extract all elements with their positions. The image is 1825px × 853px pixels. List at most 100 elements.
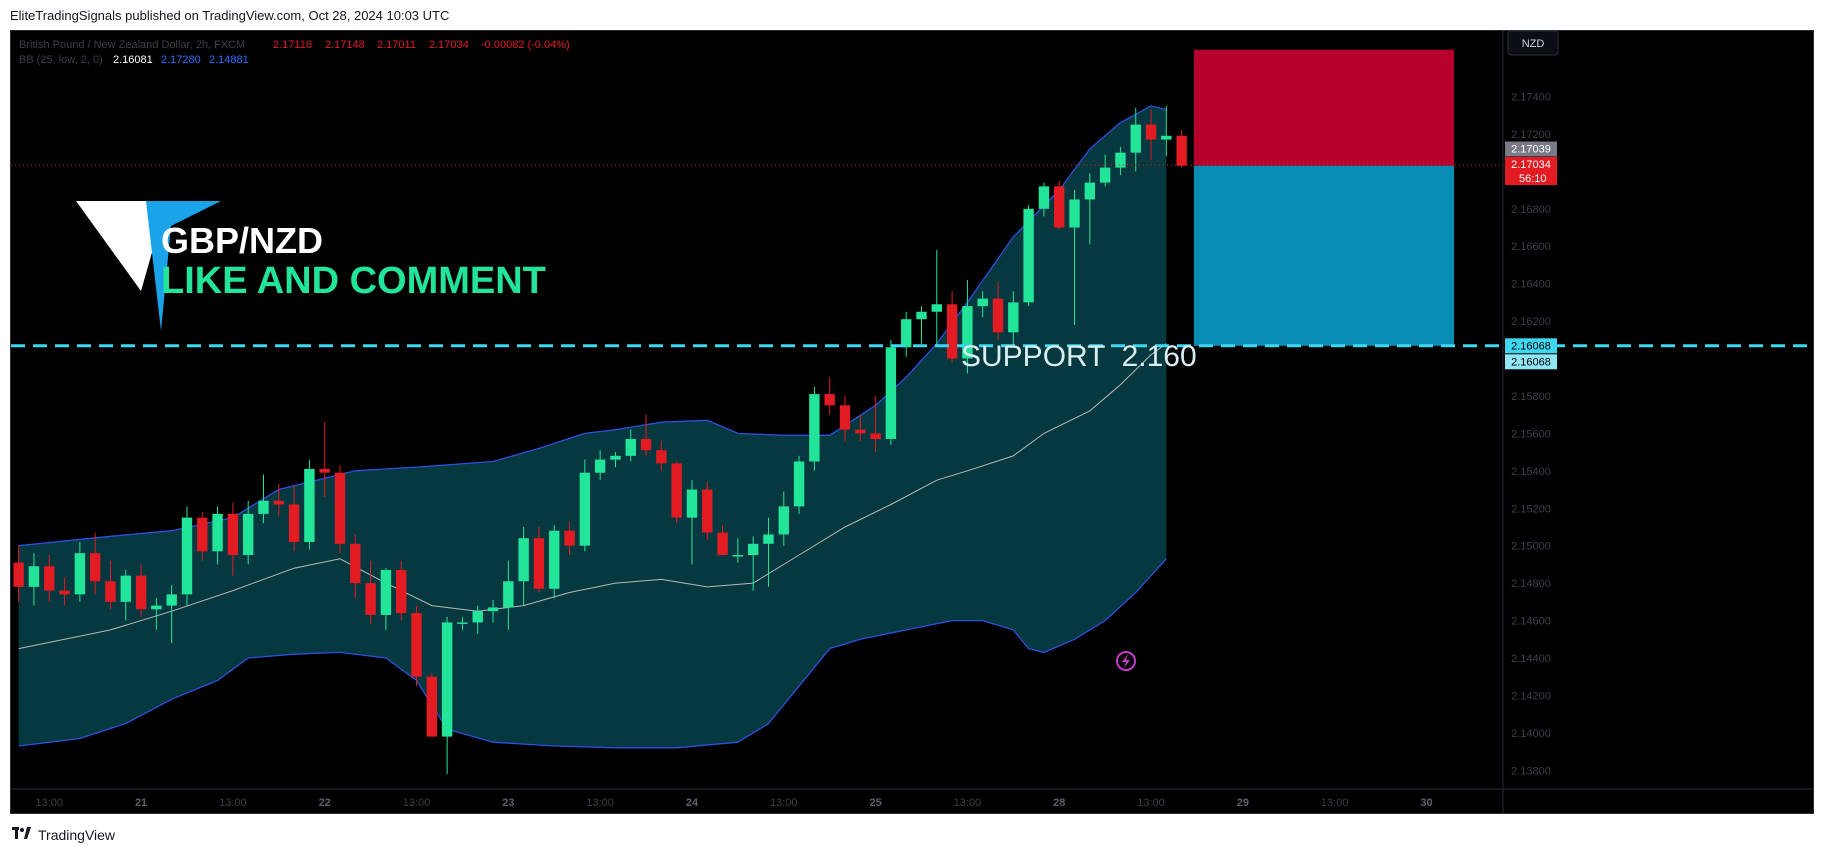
candle[interactable]	[457, 616, 468, 630]
candle[interactable]	[1130, 107, 1141, 172]
time-axis[interactable]: 13:00 21 13:00 22 13:00 23 13:00 24 13:00 25 13:00…	[35, 797, 1432, 809]
candle[interactable]	[166, 584, 177, 644]
candle[interactable]	[885, 339, 897, 445]
candle[interactable]	[1115, 147, 1126, 176]
candle[interactable]	[380, 568, 392, 630]
candle[interactable]	[1008, 291, 1019, 348]
candle[interactable]	[304, 459, 315, 550]
candle[interactable]	[1054, 180, 1065, 230]
candle[interactable]	[197, 512, 208, 561]
candle[interactable]	[472, 605, 483, 634]
candle[interactable]	[900, 311, 912, 357]
candle[interactable]	[916, 306, 927, 344]
candle[interactable]	[610, 452, 621, 468]
candle[interactable]	[640, 414, 652, 456]
candle[interactable]	[242, 500, 254, 565]
price-tick-label: 2.15400	[1511, 466, 1551, 478]
candle[interactable]	[809, 386, 820, 471]
candle-body	[89, 553, 101, 582]
candle[interactable]	[120, 570, 131, 621]
candle[interactable]	[441, 616, 453, 775]
candle[interactable]	[44, 555, 55, 602]
candle[interactable]	[992, 281, 1004, 340]
pair-title: GBP/NZD	[161, 220, 323, 261]
candle[interactable]	[89, 532, 101, 595]
candle[interactable]	[1099, 154, 1111, 187]
candle[interactable]	[74, 541, 86, 602]
candle-body	[564, 530, 575, 546]
candle[interactable]	[13, 545, 24, 602]
candle[interactable]	[411, 605, 422, 687]
candle[interactable]	[28, 553, 40, 606]
price-axis[interactable]: 2.13800 2.14000 2.14200 2.14400 2.14600 2.148…	[1511, 92, 1551, 778]
candle[interactable]	[702, 482, 713, 541]
candle[interactable]	[793, 455, 805, 514]
time-tick-label: 13:00	[954, 797, 982, 809]
candle[interactable]	[334, 465, 346, 554]
candle[interactable]	[732, 538, 744, 563]
price-tick-label: 2.17200	[1511, 129, 1551, 141]
candle[interactable]	[273, 483, 284, 516]
candle[interactable]	[319, 422, 330, 498]
candle[interactable]	[1023, 205, 1034, 307]
candle-body	[350, 543, 361, 584]
candle[interactable]	[564, 521, 575, 556]
candle[interactable]	[533, 526, 545, 593]
currency-button[interactable]: NZD	[1507, 31, 1559, 56]
candle[interactable]	[946, 291, 958, 363]
candle[interactable]	[59, 577, 70, 606]
candle-body	[594, 459, 606, 473]
candle[interactable]	[931, 249, 943, 346]
candle[interactable]	[487, 599, 499, 623]
candle[interactable]	[1084, 173, 1096, 245]
candle[interactable]	[839, 395, 851, 441]
candle[interactable]	[227, 502, 239, 576]
candle[interactable]	[1176, 130, 1187, 168]
time-tick-label: 13:00	[1321, 797, 1349, 809]
close-price-tag: 2.17034 56:10	[1505, 157, 1557, 186]
chart-container[interactable]: 2.13800 2.14000 2.14200 2.14400 2.14600 2.148…	[10, 30, 1814, 814]
candle[interactable]	[518, 526, 529, 606]
candle[interactable]	[396, 560, 407, 621]
candle[interactable]	[962, 279, 973, 374]
candle[interactable]	[671, 461, 682, 524]
candle[interactable]	[1069, 190, 1080, 325]
candle[interactable]	[717, 525, 728, 556]
candle[interactable]	[151, 598, 162, 630]
candle[interactable]	[778, 491, 789, 546]
time-tick-label: 25	[869, 797, 881, 809]
candle[interactable]	[656, 440, 667, 471]
candle[interactable]	[365, 560, 376, 625]
candle[interactable]	[855, 414, 866, 441]
short-position-tool[interactable]	[1193, 49, 1455, 346]
candles[interactable]	[13, 105, 1187, 775]
candle[interactable]	[1145, 109, 1157, 161]
candle[interactable]	[212, 506, 223, 565]
candle[interactable]	[503, 560, 514, 630]
candle[interactable]	[870, 395, 881, 453]
candle[interactable]	[625, 429, 636, 462]
candle[interactable]	[763, 517, 774, 587]
candle[interactable]	[135, 564, 147, 617]
candle[interactable]	[579, 459, 591, 552]
candle[interactable]	[549, 525, 560, 599]
candle[interactable]	[594, 450, 606, 481]
chart-legend: British Pound / New Zealand Dollar, 2h, …	[19, 39, 570, 66]
candle[interactable]	[686, 480, 698, 565]
candle[interactable]	[1038, 182, 1050, 217]
candle[interactable]	[181, 506, 193, 606]
candle[interactable]	[258, 474, 269, 524]
candle[interactable]	[977, 291, 988, 318]
candle[interactable]	[426, 672, 438, 737]
candle[interactable]	[288, 485, 300, 552]
candle[interactable]	[1161, 105, 1172, 157]
candle-body	[855, 429, 866, 434]
lightning-icon[interactable]	[1116, 651, 1136, 671]
candle[interactable]	[824, 377, 835, 415]
candle-body	[1145, 124, 1157, 140]
candle[interactable]	[747, 536, 759, 591]
candle-body	[625, 439, 636, 456]
candle[interactable]	[350, 534, 361, 599]
candlestick-chart[interactable]: 2.13800 2.14000 2.14200 2.14400 2.14600 2.148…	[11, 31, 1813, 813]
candle[interactable]	[105, 560, 116, 610]
